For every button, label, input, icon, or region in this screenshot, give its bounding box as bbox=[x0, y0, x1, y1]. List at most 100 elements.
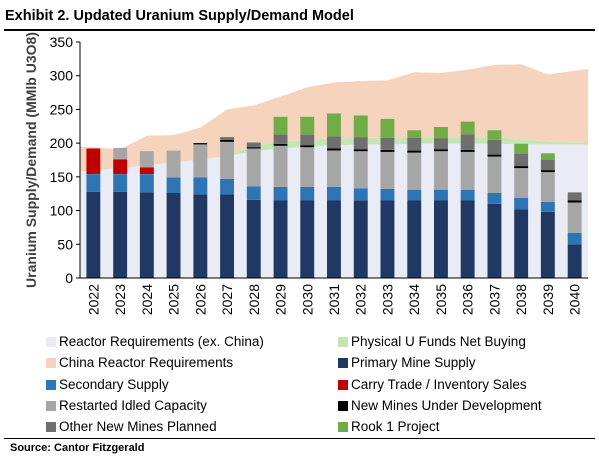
bar-segment-0-10 bbox=[353, 200, 368, 278]
legend-label: China Reactor Requirements bbox=[59, 355, 234, 371]
bar-segment-3-9 bbox=[327, 150, 341, 187]
x-tick-label-10: 2032 bbox=[353, 284, 369, 315]
x-tick-label-15: 2037 bbox=[486, 284, 502, 315]
x-tick-label-7: 2029 bbox=[273, 284, 289, 315]
x-tick-label-2: 2024 bbox=[139, 284, 155, 315]
x-tick-label-3: 2025 bbox=[166, 284, 182, 315]
y-tick-label-2: 100 bbox=[50, 203, 74, 219]
bar-segment-4-13 bbox=[434, 149, 448, 152]
y-axis-title: Uranium Supply/Demand (MMlb U3O8) bbox=[23, 32, 39, 288]
x-tick-label-0: 2022 bbox=[85, 284, 101, 315]
bar-segment-5-13 bbox=[434, 138, 448, 150]
bar-segment-1-15 bbox=[487, 193, 502, 204]
bar-segment-5-14 bbox=[460, 134, 475, 150]
legend-swatch bbox=[46, 337, 56, 347]
bar-segment-5-18 bbox=[567, 192, 582, 201]
bar-segment-3-14 bbox=[460, 151, 475, 190]
y-tick-label-5: 250 bbox=[50, 101, 74, 117]
bar-segment-1-14 bbox=[460, 189, 475, 201]
legend-label: Rook 1 Project bbox=[351, 419, 440, 435]
bar-segment-2-2 bbox=[139, 167, 154, 175]
bar-segment-1-11 bbox=[380, 189, 395, 201]
bar-segment-4-17 bbox=[540, 170, 555, 173]
bar-segment-5-12 bbox=[407, 137, 422, 151]
bar-segment-0-9 bbox=[327, 200, 341, 278]
legend-swatch bbox=[46, 422, 56, 433]
legend-swatch bbox=[338, 358, 348, 369]
bar-segment-5-16 bbox=[514, 153, 529, 167]
bar-segment-1-13 bbox=[434, 189, 448, 201]
bar-segment-4-11 bbox=[380, 149, 395, 152]
title-divider bbox=[4, 29, 595, 31]
legend-label: Carry Trade / Inventory Sales bbox=[351, 376, 527, 392]
bar-segment-3-7 bbox=[273, 145, 288, 187]
bar-segment-1-12 bbox=[407, 189, 422, 201]
bar-segment-3-2 bbox=[139, 151, 154, 168]
x-tick-label-5: 2027 bbox=[219, 284, 235, 315]
bar-segment-0-11 bbox=[380, 200, 395, 278]
bar-segment-1-1 bbox=[113, 174, 128, 192]
bar-segment-6-10 bbox=[353, 115, 368, 138]
legend-swatch bbox=[338, 337, 348, 347]
bar-segment-0-8 bbox=[300, 200, 315, 278]
bar-segment-3-8 bbox=[300, 147, 315, 187]
bar-segment-0-15 bbox=[487, 203, 502, 278]
bar-segment-1-10 bbox=[353, 188, 368, 201]
x-tick-label-1: 2023 bbox=[112, 284, 128, 315]
bar-segment-5-10 bbox=[353, 137, 368, 150]
bar-segment-0-17 bbox=[540, 211, 555, 278]
x-tick-label-4: 2026 bbox=[192, 284, 208, 315]
bar-segment-6-7 bbox=[273, 116, 288, 135]
x-tick-label-9: 2031 bbox=[326, 284, 342, 315]
bar-segment-4-16 bbox=[514, 166, 529, 169]
bar-segment-3-15 bbox=[487, 156, 502, 193]
bar-segment-1-2 bbox=[139, 174, 154, 193]
bar-segment-5-8 bbox=[300, 134, 315, 146]
bar-segment-4-10 bbox=[353, 149, 368, 152]
x-tick-label-8: 2030 bbox=[299, 284, 315, 315]
bar-segment-6-11 bbox=[380, 118, 395, 138]
legend-label: Secondary Supply bbox=[59, 376, 169, 392]
bar-segment-1-17 bbox=[540, 201, 555, 212]
bar-segment-3-16 bbox=[514, 168, 529, 198]
bar-segment-1-8 bbox=[300, 187, 315, 201]
exhibit-title: Exhibit 2. Updated Uranium Supply/Demand… bbox=[5, 8, 354, 24]
bar-segment-1-7 bbox=[273, 187, 288, 201]
bar-segment-0-2 bbox=[139, 192, 154, 278]
bar-segment-5-7 bbox=[273, 134, 288, 144]
bar-segment-1-18 bbox=[567, 232, 582, 245]
bar-segment-0-5 bbox=[220, 194, 234, 278]
bar-segment-4-9 bbox=[327, 148, 341, 151]
bar-segment-6-8 bbox=[300, 116, 315, 135]
y-tick-label-3: 150 bbox=[50, 169, 74, 185]
bar-segment-3-11 bbox=[380, 151, 395, 189]
bar-segment-2-0 bbox=[86, 148, 101, 175]
bar-segment-5-5 bbox=[220, 137, 234, 140]
bar-segment-1-16 bbox=[514, 197, 529, 210]
bar-segment-6-9 bbox=[327, 113, 341, 137]
bar-segment-0-4 bbox=[193, 194, 208, 278]
bar-segment-3-6 bbox=[246, 148, 261, 187]
bar-segment-3-5 bbox=[220, 141, 234, 179]
y-tick-label-4: 200 bbox=[50, 135, 74, 151]
x-tick-label-17: 2039 bbox=[540, 284, 556, 315]
bar-segment-3-12 bbox=[407, 152, 422, 190]
legend-label: Restarted Idled Capacity bbox=[59, 397, 207, 413]
bar-segment-4-15 bbox=[487, 154, 502, 157]
bar-segment-6-14 bbox=[460, 121, 475, 135]
bar-segment-4-12 bbox=[407, 150, 422, 153]
bar-segment-1-4 bbox=[193, 177, 208, 195]
bar-segment-4-5 bbox=[220, 139, 234, 142]
bar-segment-4-4 bbox=[193, 143, 208, 145]
y-tick-label-6: 300 bbox=[50, 68, 74, 84]
bar-segment-0-0 bbox=[86, 191, 101, 278]
bar-segment-4-18 bbox=[567, 200, 582, 203]
bar-segment-0-3 bbox=[166, 193, 181, 278]
x-tick-label-12: 2034 bbox=[406, 284, 422, 315]
bar-segment-1-3 bbox=[166, 177, 181, 193]
bar-segment-0-13 bbox=[434, 200, 448, 278]
x-tick-label-6: 2028 bbox=[246, 284, 262, 315]
bar-segment-5-11 bbox=[380, 137, 395, 150]
bar-segment-5-15 bbox=[487, 139, 502, 155]
legend-label: Other New Mines Planned bbox=[59, 419, 217, 435]
